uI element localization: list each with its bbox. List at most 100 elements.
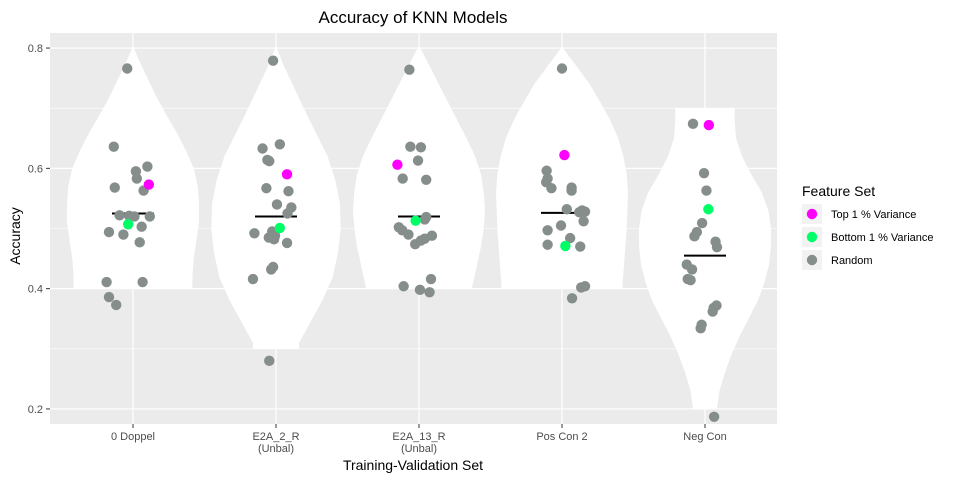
legend-label: Top 1 % Variance (831, 209, 916, 221)
point-random (415, 142, 427, 153)
point-random (264, 155, 275, 167)
point-random (103, 226, 115, 238)
point-random (561, 204, 572, 215)
point-random (425, 273, 437, 285)
legend-title: Feature Set (802, 183, 875, 199)
point-random (419, 214, 430, 225)
point-random (546, 182, 557, 194)
x-tick-label: Pos Con 2 (536, 431, 587, 443)
point-random (109, 182, 120, 193)
violin-3 (353, 48, 485, 289)
x-tick-label: E2A_2_R (252, 431, 299, 443)
point-bottom-variance (410, 215, 421, 226)
point-random (696, 217, 708, 229)
point-random (111, 299, 122, 311)
legend-label: Bottom 1 % Variance (831, 232, 934, 244)
y-axis-title: Accuracy (7, 207, 23, 265)
point-random (566, 185, 577, 196)
point-random (711, 241, 723, 253)
violin-2 (211, 48, 341, 349)
point-random (556, 63, 568, 74)
data-points (101, 55, 723, 422)
legend-label: Random (831, 255, 873, 267)
violins (67, 48, 771, 409)
point-random (137, 276, 148, 288)
point-random (274, 139, 286, 150)
y-tick-label: 0.4 (28, 284, 43, 296)
chart-title: Accuracy of KNN Models (319, 8, 508, 27)
x-tick-label: 0 Doppel (111, 431, 155, 443)
point-random (268, 234, 280, 245)
x-tick-sublabel: (Unbal) (258, 443, 294, 455)
point-random (405, 141, 416, 152)
point-random (134, 237, 145, 248)
point-random (708, 411, 720, 422)
point-random (136, 221, 147, 232)
point-random (271, 199, 283, 210)
point-random (555, 220, 567, 231)
x-tick-sublabel: (Unbal) (401, 443, 437, 455)
point-random (409, 238, 421, 250)
point-random (283, 186, 294, 197)
point-random (686, 264, 698, 275)
violin-5 (639, 108, 771, 409)
point-random (689, 231, 700, 242)
point-random (542, 225, 553, 236)
y-axis: 0.2 0.4 0.6 0.8 (28, 43, 50, 416)
point-random (131, 173, 143, 184)
point-random (564, 232, 576, 244)
point-random (249, 228, 260, 239)
point-random (257, 143, 268, 154)
point-random (247, 273, 259, 285)
point-top-variance (392, 159, 403, 170)
point-random (707, 306, 718, 317)
point-random (542, 239, 553, 250)
point-random (424, 287, 435, 298)
point-top-variance (143, 179, 155, 190)
point-random (685, 275, 696, 286)
y-tick-label: 0.6 (28, 163, 43, 175)
point-random (114, 210, 125, 221)
point-random (574, 207, 585, 218)
point-random (566, 293, 578, 304)
point-bottom-variance (560, 240, 571, 252)
point-random (421, 174, 432, 185)
point-random (142, 161, 153, 172)
y-tick-label: 0.8 (28, 43, 43, 55)
point-random (687, 118, 699, 130)
point-random (698, 167, 710, 179)
point-bottom-variance (274, 222, 286, 234)
point-random (266, 264, 277, 275)
point-random (261, 182, 272, 194)
point-random (576, 282, 587, 293)
violin-4 (496, 48, 628, 289)
point-random (404, 64, 415, 75)
x-axis-title: Training-Validation Set (343, 457, 483, 473)
x-tick-label: Neg Con (683, 431, 726, 443)
legend-swatch (806, 231, 818, 243)
point-random (398, 281, 409, 292)
point-random (144, 211, 155, 222)
point-random (397, 173, 408, 184)
point-random (103, 291, 115, 303)
point-random (264, 355, 275, 367)
x-axis: 0 Doppel E2A_2_R(Unbal)E2A_13_R(Unbal)Pos… (111, 424, 727, 455)
legend: Feature Set Top 1 % Variance Bottom 1 % Va… (802, 183, 934, 270)
x-tick-label: E2A_13_R (392, 431, 445, 443)
point-top-variance (703, 119, 715, 131)
point-random (541, 165, 552, 176)
legend-swatch (806, 208, 818, 220)
point-random (281, 237, 293, 249)
point-random (403, 229, 414, 240)
point-random (267, 55, 279, 66)
point-random (701, 185, 712, 196)
y-tick-label: 0.2 (28, 404, 43, 416)
point-random (578, 216, 589, 227)
legend-swatch (806, 254, 818, 266)
point-bottom-variance (123, 219, 134, 230)
point-random (575, 241, 586, 252)
point-bottom-variance (703, 204, 714, 215)
point-random (108, 141, 120, 152)
point-top-variance (559, 149, 570, 161)
